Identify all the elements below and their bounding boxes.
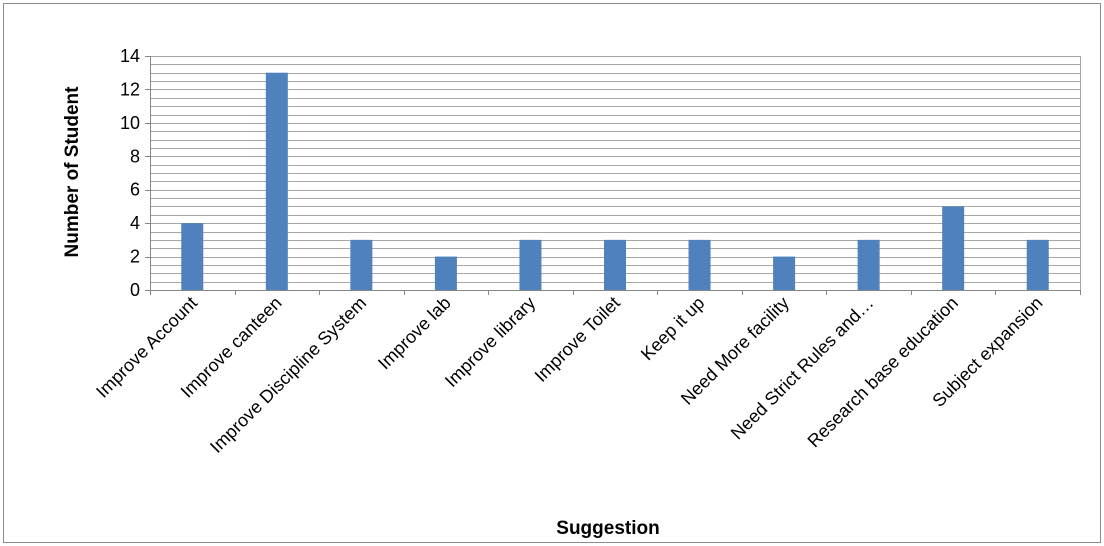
bar-5 [519,239,542,290]
bar-4 [434,256,457,290]
y-tick-label: 8 [130,146,140,166]
y-tick-label: 12 [120,79,140,99]
bar-10 [942,206,965,290]
x-axis-title: Suggestion [556,518,659,539]
x-tick-label: Keep it up [637,293,708,364]
y-tick-label: 0 [130,280,140,300]
y-tick-label: 2 [130,247,140,267]
y-tick-label: 14 [120,46,140,66]
bar-3 [350,239,373,290]
bar-2 [265,72,288,290]
bar-9 [857,239,880,290]
y-tick-label: 4 [130,213,140,233]
bar-6 [604,239,626,290]
bar-11 [1026,239,1049,290]
bars [181,72,1049,290]
bar-8 [773,256,796,290]
y-tick-labels: 0 2 4 6 8 10 12 14 [120,46,140,300]
x-tick-label: Improve Discipline System [206,293,370,457]
x-tick-label: Improve library [441,293,539,391]
y-tick-label: 10 [120,113,140,133]
gridlines [150,56,1081,290]
bar-1 [181,223,204,290]
x-tick-label: Improve lab [374,293,455,374]
y-axis-title: Number of Student [62,86,83,258]
y-tick-label: 6 [130,180,140,200]
x-tick-label: Research base education [804,293,962,451]
axes [145,56,1081,295]
x-tick-label: Need Strict Rules and… [727,293,878,444]
bar-7 [688,239,711,290]
x-tick-label: Improve Toilet [531,293,624,386]
